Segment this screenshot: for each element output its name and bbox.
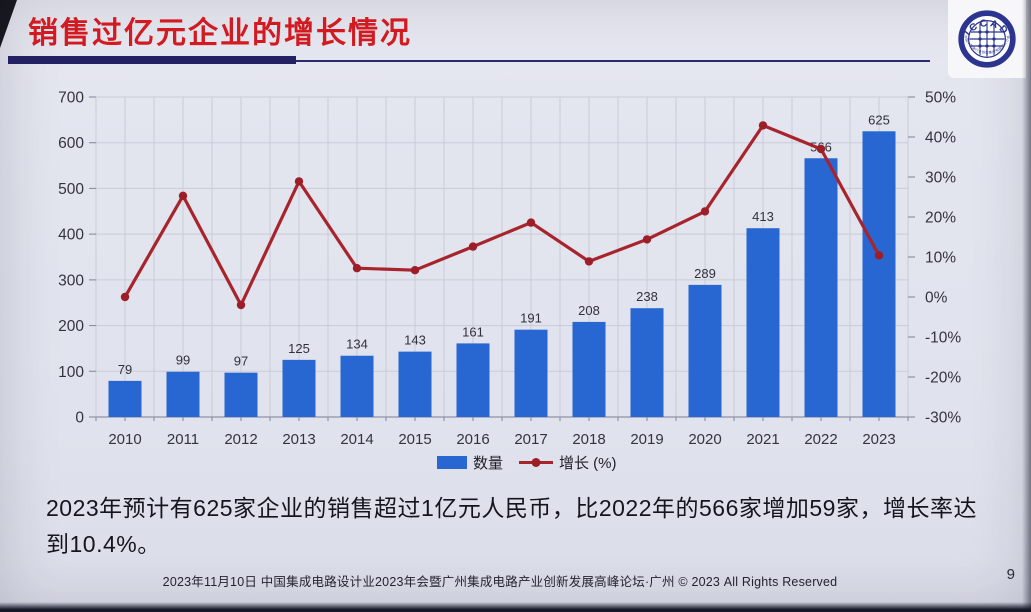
bar-2010: [108, 380, 142, 417]
svg-text:400: 400: [58, 227, 84, 244]
legend-bar-label: 数量: [473, 455, 503, 472]
bar-2013: [282, 359, 316, 417]
growth-chart: 7999971251341431611912082382894135666250…: [58, 90, 961, 473]
title-underline-thin: [296, 60, 930, 62]
svg-text:2021: 2021: [746, 431, 779, 448]
growth-line: [123, 123, 881, 307]
svg-text:-10%: -10%: [925, 330, 961, 347]
svg-text:700: 700: [58, 90, 84, 107]
svg-text:2012: 2012: [224, 431, 257, 448]
legend-bar-swatch: [437, 456, 467, 469]
svg-text:0%: 0%: [925, 290, 948, 307]
bar-2011: [166, 371, 200, 417]
svg-text:-30%: -30%: [925, 410, 961, 427]
svg-text:50%: 50%: [925, 90, 956, 107]
bar-2017: [514, 329, 548, 417]
right-axis-labels: 50% 40% 30% 20% 10% 0% -10% -20% -30%: [925, 90, 961, 427]
photo-edge-bottom: [0, 602, 1031, 612]
svg-text:30%: 30%: [925, 170, 956, 187]
summary-text: 2023年预计有625家企业的销售超过1亿元人民币，比2022年的566家增加5…: [46, 495, 977, 557]
svg-text:200: 200: [58, 318, 84, 335]
svg-text:2016: 2016: [456, 431, 489, 448]
x-axis-labels: 2010 2011 2012 2013 2014 2015 2016 2017 2018 2019…: [108, 431, 895, 448]
bar-2018: [572, 321, 606, 417]
chart-legend: 数量 增长 (%): [437, 455, 617, 472]
svg-text:208: 208: [578, 303, 600, 318]
page-title: 销售过亿元企业的增长情况: [28, 17, 412, 50]
svg-text:2018: 2018: [572, 431, 605, 448]
svg-text:100: 100: [58, 364, 84, 381]
svg-text:289: 289: [694, 266, 716, 281]
bar-value-labels: 799997125134143161191208238289413566625: [118, 112, 890, 377]
svg-text:-20%: -20%: [925, 370, 961, 387]
svg-text:161: 161: [462, 324, 484, 339]
bar-2023: [862, 131, 896, 418]
svg-text:500: 500: [58, 181, 84, 198]
bar-2014: [340, 355, 374, 417]
svg-text:300: 300: [58, 272, 84, 289]
svg-text:40%: 40%: [925, 130, 956, 147]
bar-2012: [224, 372, 258, 417]
bar-2021: [746, 228, 780, 417]
bar-2016: [456, 343, 490, 417]
svg-text:99: 99: [176, 353, 190, 368]
iccad-logo: ICCAD 中国半导体行业协会集成电路设计分会: [948, 0, 1026, 78]
title-underline-thick: [8, 56, 296, 64]
legend-line-label: 增长 (%): [559, 455, 617, 472]
svg-text:2019: 2019: [630, 431, 663, 448]
svg-text:238: 238: [636, 289, 658, 304]
svg-text:2023: 2023: [862, 431, 895, 448]
svg-text:134: 134: [346, 337, 368, 352]
svg-text:2015: 2015: [398, 431, 431, 448]
page-number: 9: [1006, 566, 1015, 583]
svg-text:10%: 10%: [925, 250, 956, 267]
growth-line-markers: [120, 121, 884, 310]
svg-text:2022: 2022: [804, 431, 837, 448]
svg-text:79: 79: [118, 362, 132, 377]
svg-text:2014: 2014: [340, 431, 373, 448]
photo-edge-right: [1022, 0, 1031, 612]
logo-grid-dots: [978, 30, 996, 48]
svg-text:2010: 2010: [108, 431, 141, 448]
gridlines: [95, 96, 909, 418]
svg-text:0: 0: [75, 410, 84, 427]
left-axis-labels: 0 100 200 300 400 500 600 700: [58, 90, 84, 427]
svg-text:2013: 2013: [282, 431, 315, 448]
svg-text:413: 413: [752, 209, 774, 224]
svg-text:2017: 2017: [514, 431, 547, 448]
svg-text:2011: 2011: [167, 431, 199, 448]
svg-text:20%: 20%: [925, 210, 956, 227]
svg-text:625: 625: [868, 112, 890, 127]
bar-2020: [688, 284, 722, 417]
svg-text:2020: 2020: [688, 431, 721, 448]
svg-text:191: 191: [520, 311, 542, 326]
iccad-logo-icon: ICCAD 中国半导体行业协会集成电路设计分会: [958, 10, 1016, 68]
footer-text: 2023年11月10日 中国集成电路设计业2023年会暨广州集成电路产业创新发展…: [162, 575, 838, 589]
svg-text:143: 143: [404, 333, 426, 348]
svg-text:97: 97: [234, 354, 248, 369]
bar-2015: [398, 351, 432, 417]
bar-2019: [630, 308, 664, 417]
bar-2022: [804, 158, 838, 417]
svg-text:600: 600: [58, 135, 84, 152]
bars: [108, 131, 896, 418]
svg-text:125: 125: [288, 341, 310, 356]
